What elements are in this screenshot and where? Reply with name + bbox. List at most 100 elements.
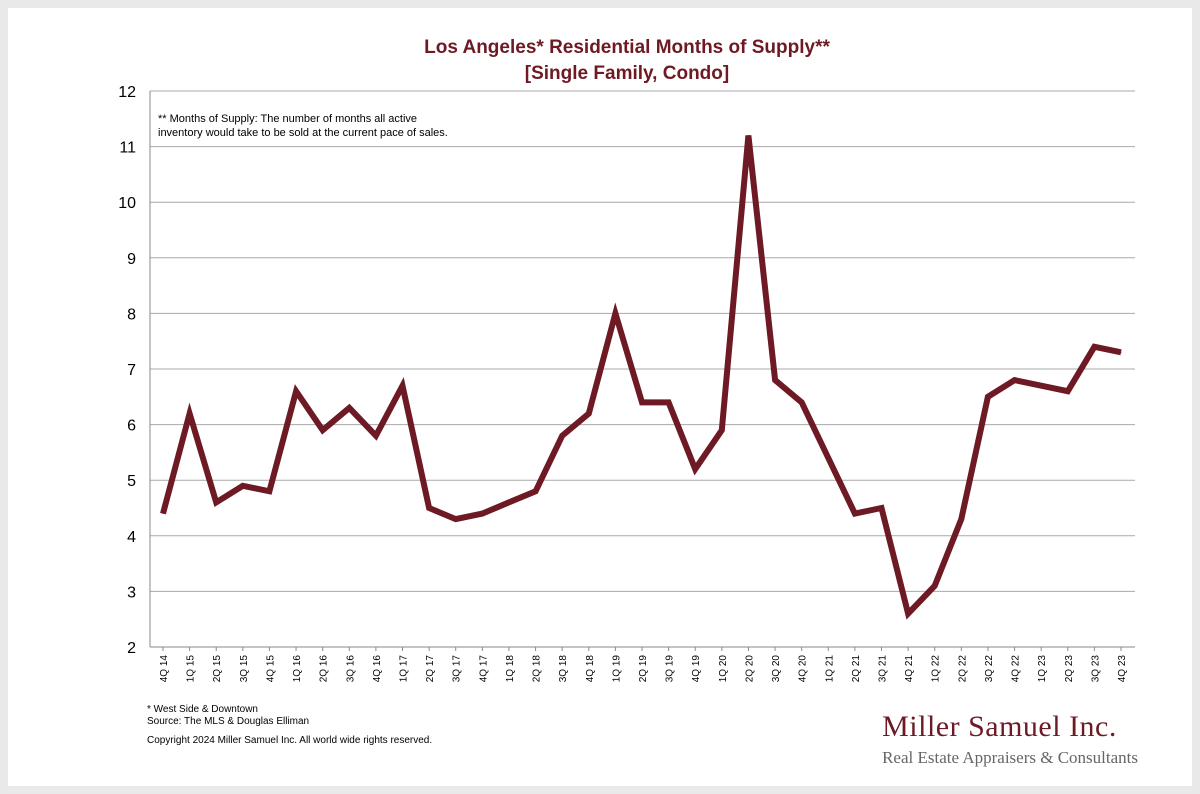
data-point-6 (322, 429, 324, 431)
x-tick-label-24: 4Q 20 (798, 655, 809, 683)
data-point-24 (801, 401, 803, 403)
chart-frame (8, 8, 1192, 786)
x-tick-label-13: 1Q 18 (505, 655, 516, 683)
x-tick-label-5: 1Q 16 (292, 655, 303, 683)
x-tick-label-25: 1Q 21 (824, 655, 835, 683)
x-tick-label-1: 1Q 15 (186, 655, 197, 683)
y-tick-label-4: 4 (127, 529, 136, 546)
x-tick-label-10: 2Q 17 (425, 655, 436, 683)
data-point-30 (960, 518, 962, 520)
annotation-line-1: ** Months of Supply: The number of month… (158, 113, 417, 125)
y-tick-label-7: 7 (127, 362, 136, 379)
x-tick-label-22: 2Q 20 (744, 655, 755, 683)
brand-name: Miller Samuel Inc. (882, 710, 1117, 743)
data-point-5 (295, 390, 297, 392)
data-point-21 (721, 429, 723, 431)
data-point-9 (402, 385, 403, 387)
series-group (160, 134, 1122, 620)
x-tick-label-4: 4Q 15 (265, 655, 276, 683)
x-tick-label-36: 4Q 23 (1117, 655, 1128, 683)
x-tick-label-6: 2Q 16 (319, 655, 330, 683)
data-point-31 (987, 396, 989, 398)
x-tick-label-8: 4Q 16 (372, 655, 383, 683)
data-point-26 (854, 513, 856, 515)
x-tick-label-35: 3Q 23 (1090, 655, 1101, 683)
data-point-8 (375, 435, 377, 437)
x-tick-label-2: 2Q 15 (212, 655, 223, 683)
x-tick-label-19: 3Q 19 (665, 655, 676, 683)
x-tick-label-31: 3Q 22 (984, 655, 995, 683)
x-tick-label-16: 4Q 18 (585, 655, 596, 683)
x-tick-label-30: 2Q 22 (957, 655, 968, 683)
data-point-25 (827, 457, 829, 459)
data-point-3 (242, 485, 244, 487)
data-point-17 (614, 312, 616, 314)
data-point-0 (162, 513, 164, 515)
data-point-32 (1014, 379, 1016, 381)
x-tick-label-32: 4Q 22 (1011, 655, 1022, 683)
data-point-16 (588, 412, 590, 414)
y-tick-label-5: 5 (127, 473, 136, 490)
data-point-19 (668, 401, 670, 403)
x-tick-label-26: 2Q 21 (851, 655, 862, 683)
x-tick-label-34: 2Q 23 (1064, 655, 1075, 683)
x-tick-label-12: 4Q 17 (478, 655, 489, 683)
data-point-1 (189, 412, 191, 414)
x-tick-label-3: 3Q 15 (239, 655, 250, 683)
data-point-14 (535, 490, 537, 492)
brand-logo: Miller Samuel Inc. Real Estate Appraiser… (882, 710, 1138, 768)
y-tick-label-6: 6 (127, 418, 136, 435)
data-point-36 (1120, 351, 1122, 353)
x-tick-label-29: 1Q 22 (931, 655, 942, 683)
data-point-35 (1093, 346, 1095, 348)
data-point-2 (215, 501, 217, 503)
y-tick-label-2: 2 (127, 640, 136, 657)
y-tick-label-11: 11 (119, 140, 136, 157)
y-tick-label-3: 3 (127, 584, 136, 601)
y-tick-label-8: 8 (127, 306, 136, 323)
chart-subtitle: [Single Family, Condo] (525, 63, 729, 84)
data-point-12 (481, 513, 483, 515)
chart-title: Los Angeles* Residential Months of Suppl… (424, 37, 830, 58)
x-tick-label-18: 2Q 19 (638, 655, 649, 683)
data-point-4 (268, 490, 270, 492)
data-point-18 (641, 401, 643, 403)
data-point-33 (1040, 385, 1042, 387)
footnote-source: Source: The MLS & Douglas Elliman (147, 716, 309, 727)
x-axis: 4Q 14 1Q 15 2Q 15 3Q 15 4Q 15 1Q 16 2Q 16 3Q 16… (159, 647, 1128, 682)
data-point-15 (561, 435, 563, 437)
x-tick-label-9: 1Q 17 (399, 655, 410, 683)
x-tick-label-21: 1Q 20 (718, 655, 729, 683)
data-point-22 (747, 134, 749, 136)
y-tick-label-12: 12 (118, 84, 136, 101)
x-tick-label-0: 4Q 14 (159, 655, 170, 683)
data-point-20 (694, 468, 696, 470)
x-tick-label-14: 2Q 18 (532, 655, 543, 683)
y-axis: 2 3 4 5 6 7 8 9 10 11 12 (118, 84, 1135, 657)
data-point-28 (907, 613, 909, 615)
annotation-line-2: inventory would take to be sold at the c… (158, 127, 448, 139)
data-point-7 (348, 407, 350, 409)
x-tick-label-7: 3Q 16 (345, 655, 356, 683)
data-point-23 (774, 379, 776, 381)
y-tick-label-9: 9 (127, 251, 136, 268)
data-point-11 (455, 518, 457, 520)
x-tick-label-33: 1Q 23 (1037, 655, 1048, 683)
data-point-27 (881, 507, 882, 509)
data-point-13 (508, 501, 510, 503)
x-tick-label-27: 3Q 21 (878, 655, 889, 683)
x-tick-label-11: 3Q 17 (452, 655, 463, 683)
y-tick-label-10: 10 (118, 195, 136, 212)
data-point-10 (428, 507, 430, 509)
x-tick-label-28: 4Q 21 (904, 655, 915, 683)
brand-tagline: Real Estate Appraisers & Consultants (882, 748, 1138, 767)
x-tick-label-20: 4Q 19 (691, 655, 702, 683)
x-tick-label-15: 3Q 18 (558, 655, 569, 683)
series-line-0 (160, 135, 1122, 620)
data-point-34 (1067, 390, 1069, 392)
footnote-location: * West Side & Downtown (147, 704, 258, 715)
data-point-29 (934, 585, 936, 587)
x-tick-label-23: 3Q 20 (771, 655, 782, 683)
copyright: Copyright 2024 Miller Samuel Inc. All wo… (147, 735, 432, 746)
